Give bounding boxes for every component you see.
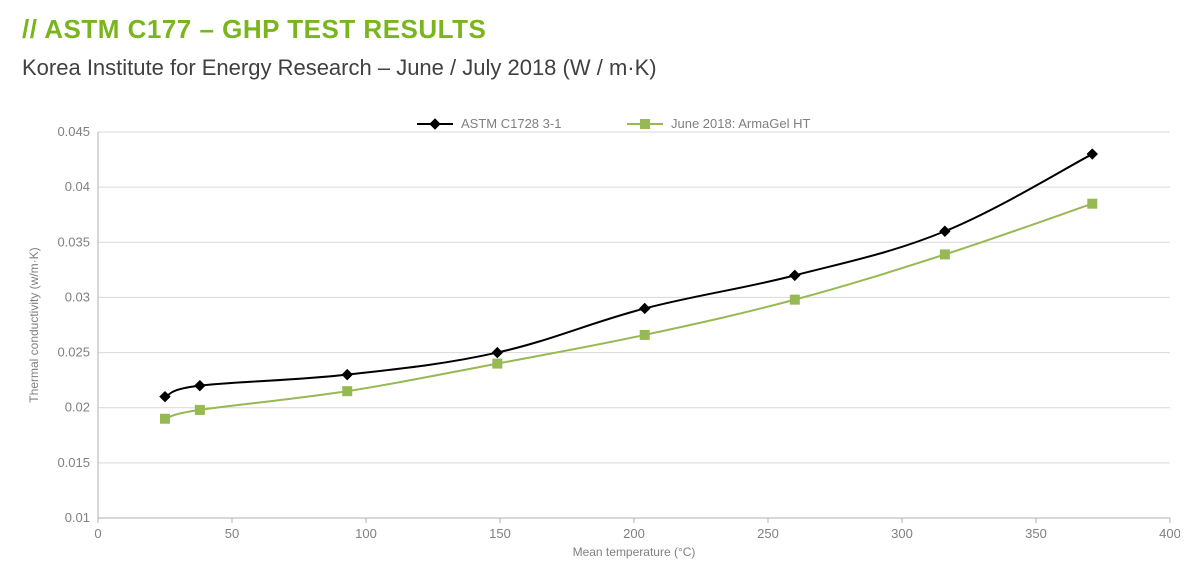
x-tick-label: 0 <box>94 526 101 541</box>
marker-square-icon <box>161 414 170 423</box>
marker-square-icon <box>493 359 502 368</box>
x-tick-label: 300 <box>891 526 913 541</box>
marker-square-icon <box>343 387 352 396</box>
title-block: // ASTM C177 – GHP TEST RESULTS Korea In… <box>0 0 1200 81</box>
x-tick-label: 350 <box>1025 526 1047 541</box>
x-tick-label: 250 <box>757 526 779 541</box>
x-tick-label: 150 <box>489 526 511 541</box>
marker-square-icon <box>195 405 204 414</box>
x-axis-label: Mean temperature (°C) <box>573 545 696 559</box>
title-text: ASTM C177 – GHP TEST RESULTS <box>44 14 486 44</box>
page-subtitle: Korea Institute for Energy Research – Ju… <box>22 55 1180 81</box>
marker-square-icon <box>641 120 650 129</box>
chart-background <box>20 110 1180 560</box>
marker-square-icon <box>640 330 649 339</box>
y-tick-label: 0.045 <box>57 124 90 139</box>
y-axis-label: Thermal conductivity (w/m·K) <box>27 247 41 402</box>
legend-label-1: June 2018: ArmaGel HT <box>671 116 811 131</box>
y-tick-label: 0.04 <box>65 179 90 194</box>
x-tick-label: 400 <box>1159 526 1180 541</box>
marker-square-icon <box>790 295 799 304</box>
x-tick-label: 100 <box>355 526 377 541</box>
marker-square-icon <box>1088 199 1097 208</box>
x-tick-label: 50 <box>225 526 239 541</box>
page-title: // ASTM C177 – GHP TEST RESULTS <box>22 14 1180 45</box>
title-prefix: // <box>22 14 44 44</box>
y-tick-label: 0.035 <box>57 234 90 249</box>
chart-svg: 0.01 0.015 0.02 0.025 0.03 0.035 0.04 0.045 0 50 1… <box>20 110 1180 560</box>
legend-label-0: ASTM C1728 3-1 <box>461 116 561 131</box>
y-tick-label: 0.01 <box>65 510 90 525</box>
y-tick-label: 0.03 <box>65 289 90 304</box>
x-tick-label: 200 <box>623 526 645 541</box>
marker-square-icon <box>940 250 949 259</box>
y-tick-label: 0.015 <box>57 455 90 470</box>
y-tick-label: 0.025 <box>57 345 90 360</box>
y-tick-label: 0.02 <box>65 400 90 415</box>
thermal-conductivity-chart: 0.01 0.015 0.02 0.025 0.03 0.035 0.04 0.045 0 50 1… <box>20 110 1180 560</box>
